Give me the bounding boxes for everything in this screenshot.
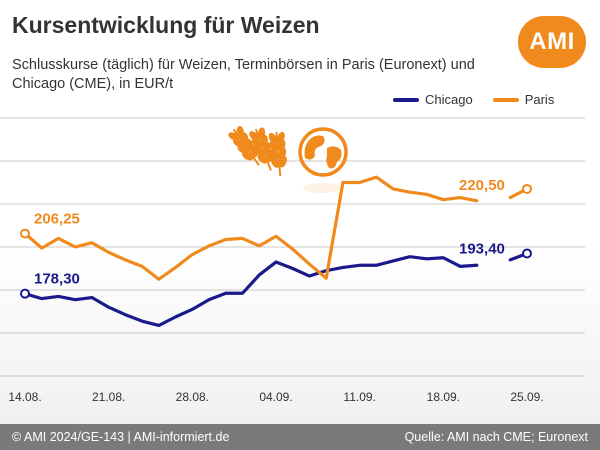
x-tick-label: 11.09. xyxy=(343,390,375,404)
series-line-chicago xyxy=(23,255,479,328)
legend-label-chicago: Chicago xyxy=(425,92,473,107)
series-point-paris xyxy=(20,228,30,239)
chart-subtitle: Schlusskurse (täglich) für Weizen, Termi… xyxy=(12,57,475,92)
series-point-chicago xyxy=(20,288,30,299)
wheat-grain xyxy=(232,138,244,148)
wheat-grain xyxy=(237,145,249,154)
wheat-grain xyxy=(254,146,265,157)
ami-logo: AMI xyxy=(518,16,586,68)
wheat-ear xyxy=(228,125,260,166)
globe-icon xyxy=(298,127,348,193)
legend-label-paris: Paris xyxy=(524,92,555,107)
series-point-chicago xyxy=(522,248,532,259)
legend-swatch-chicago xyxy=(393,97,419,102)
wheat-ears-icon xyxy=(228,125,287,176)
globe-reflection xyxy=(303,183,343,193)
globe-outline xyxy=(298,127,348,177)
data-labels: 178,30 193,40 206,25 220,50 xyxy=(34,177,505,288)
wheat-grain xyxy=(249,131,260,142)
x-axis-tick-labels: 14.08. 21.08. 28.08. 04.09. 11.09. 18.09. 25.0… xyxy=(8,390,543,404)
first-value-label-paris: 206,25 xyxy=(34,211,80,228)
last-value-label-paris: 220,50 xyxy=(459,177,505,194)
globe-continent xyxy=(304,135,325,160)
series-point-paris xyxy=(522,183,532,194)
series-lines xyxy=(20,175,532,328)
footer-bar: © AMI 2024/GE-143 | AMI-informiert.de Qu… xyxy=(0,424,600,450)
legend-swatch-paris xyxy=(492,97,519,102)
last-value-label-chicago: 193,40 xyxy=(459,240,505,257)
series-line-paris xyxy=(23,175,479,281)
legend-item-paris: Paris xyxy=(492,92,555,107)
first-value-label-chicago: 178,30 xyxy=(34,271,80,288)
x-tick-label: 21.08. xyxy=(92,390,125,404)
x-tick-label: 14.08. xyxy=(8,390,41,404)
grid-lines xyxy=(0,117,585,377)
wheat-grain xyxy=(270,156,280,168)
decoration-icons xyxy=(228,125,348,193)
wheat-grain xyxy=(242,151,254,161)
legend-item-chicago: Chicago xyxy=(393,92,473,107)
globe-continent xyxy=(326,146,342,169)
wheat-grain xyxy=(251,138,262,149)
wheat-grain xyxy=(257,153,268,164)
wheat-ear xyxy=(249,127,274,171)
x-tick-label: 25.09. xyxy=(510,390,543,404)
wheat-ear xyxy=(268,131,287,176)
wheat-grain xyxy=(228,132,240,141)
wheat-grain xyxy=(279,155,287,168)
footer-copyright: © AMI 2024/GE-143 | AMI-informiert.de xyxy=(12,430,230,444)
x-tick-label: 18.09. xyxy=(427,390,460,404)
chart-title: Kursentwicklung für Weizen xyxy=(12,12,320,38)
footer-source: Quelle: AMI nach CME; Euronext xyxy=(404,430,588,444)
x-tick-label: 04.09. xyxy=(259,390,292,404)
chart-legend: Chicago Paris xyxy=(393,92,554,107)
x-tick-label: 28.08. xyxy=(176,390,209,404)
